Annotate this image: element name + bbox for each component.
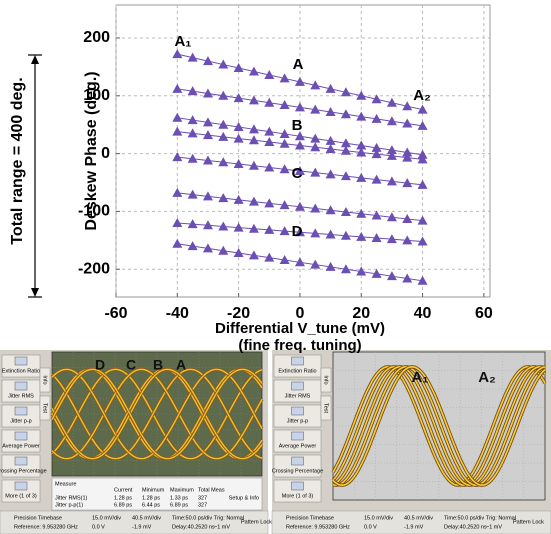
measure-cell: 6.89 ps: [170, 502, 188, 508]
status-text: Precision Timebase: [286, 515, 334, 521]
button-icon: [292, 382, 304, 390]
tab-label: Info: [42, 375, 48, 384]
annotation: A₁: [174, 33, 191, 50]
plot-frame: [116, 5, 490, 297]
measure-cell: Jitter p-p(1): [55, 502, 83, 508]
sidebar-label: More (1 of 3): [5, 493, 37, 499]
button-icon: [15, 357, 27, 365]
x-tick-label: -40: [166, 305, 189, 322]
annotation: C: [292, 165, 303, 182]
sidebar-label: Jitter RMS: [285, 393, 311, 399]
status-bar: [0, 511, 268, 534]
button-icon: [292, 407, 304, 415]
status-text: -1.9 mV: [132, 524, 152, 530]
status-text: Delay:40.2520 ns: [444, 524, 487, 530]
status-text: 40.5 mV/div: [132, 515, 161, 521]
status-text: Time:50.0 ps/div: [172, 515, 212, 521]
tab-label: Info: [323, 375, 329, 384]
button-icon: [292, 357, 304, 365]
annotation: A: [293, 56, 304, 73]
sidebar-label: Jitter p-p: [10, 418, 31, 424]
measure-column: Current: [114, 487, 133, 493]
sidebar-label: Average Power: [279, 443, 317, 449]
tab-label: Test: [42, 403, 48, 414]
button-icon: [15, 382, 27, 390]
button-icon: [15, 407, 27, 415]
status-text: 15.0 mV/div: [364, 515, 393, 521]
button-icon: [292, 457, 304, 465]
trace-label: D: [95, 357, 105, 373]
status-text: Pattern Lock: [241, 519, 272, 525]
measure-cell: 1.28 ps: [142, 495, 160, 501]
status-text: ~1 mV: [486, 524, 502, 530]
sidebar-label: More (1 of 3): [282, 493, 314, 499]
status-text: 0.0 V: [92, 524, 105, 530]
measure-cell: 1.28 ps: [114, 495, 132, 501]
y-tick-label: -200: [78, 260, 110, 277]
figure: Differential V_tune (mV) Deskew Phase (d…: [0, 0, 551, 534]
status-text: Pattern Lock: [513, 519, 544, 525]
annotation: A₂: [413, 87, 431, 104]
setup-button: Setup & Info: [229, 495, 259, 501]
measure-column: Minimum: [142, 487, 165, 493]
status-text: Trig: Normal: [214, 515, 244, 521]
measure-cell: 327: [198, 495, 207, 501]
x-tick-label: 60: [475, 305, 493, 322]
status-text: 0.0 V: [364, 524, 377, 530]
status-text: ~1 mV: [214, 524, 230, 530]
y-tick-label: -100: [78, 203, 110, 220]
x-tick-label: -60: [104, 305, 127, 322]
x-tick-label: -20: [227, 305, 250, 322]
status-bar: [272, 511, 551, 534]
status-text: 40.5 mV/div: [404, 515, 433, 521]
button-icon: [292, 482, 304, 490]
status-text: Reference: 9.953280 GHz: [14, 524, 78, 530]
trace-label: A₁: [411, 369, 428, 386]
annotation: B: [292, 117, 303, 134]
side-label: Total range = 400 deg.: [9, 77, 26, 244]
x-axis-note: (fine freq. tuning): [238, 337, 361, 354]
x-tick-label: 20: [352, 305, 370, 322]
status-text: Precision Timebase: [14, 515, 62, 521]
measure-title: Measure: [55, 481, 76, 487]
sidebar-label: Extinction Ratio: [278, 368, 316, 374]
trace-label: B: [153, 357, 163, 373]
measure-column: Maximum: [170, 487, 194, 493]
status-text: Delay:40.2520 ns: [172, 524, 215, 530]
measure-cell: 327: [198, 502, 207, 508]
status-text: Time:50.0 ps/div: [444, 515, 484, 521]
x-tick-label: 0: [295, 305, 304, 322]
sidebar-label: Extinction Ratio: [2, 368, 40, 374]
sidebar-label: Average Power: [2, 443, 40, 449]
trace-label: C: [126, 357, 136, 373]
annotation: D: [292, 223, 303, 240]
sidebar-label: Jitter p-p: [287, 418, 308, 424]
measure-cell: 1.33 ps: [170, 495, 188, 501]
status-text: 15.0 mV/div: [92, 515, 121, 521]
y-tick-label: 0: [101, 145, 110, 162]
status-text: Trig: Normal: [486, 515, 516, 521]
sidebar-label: Crossing Percentage: [272, 468, 323, 474]
measure-cell: Jitter RMS(1): [55, 495, 88, 501]
status-text: -1.9 mV: [404, 524, 424, 530]
y-tick-label: 100: [83, 87, 110, 104]
measure-cell: 6.44 ps: [142, 502, 160, 508]
button-icon: [292, 432, 304, 440]
trace-label: A₂: [478, 369, 496, 386]
x-axis-label: Differential V_tune (mV): [215, 320, 385, 337]
sidebar-label: Jitter RMS: [8, 393, 34, 399]
x-tick-label: 40: [414, 305, 432, 322]
sidebar-label: Crossing Percentage: [0, 468, 47, 474]
measure-cell: 6.89 ps: [114, 502, 132, 508]
trace-label: A: [176, 357, 186, 373]
button-icon: [15, 482, 27, 490]
scope-screens: Extinction Ratio Jitter RMS Jitter p-p Aver…: [0, 350, 551, 534]
status-text: Reference: 9.953280 GHz: [286, 524, 350, 530]
button-icon: [15, 457, 27, 465]
y-tick-label: 200: [83, 29, 110, 46]
measure-column: Total Meas: [198, 487, 225, 493]
tab-label: Test: [323, 403, 329, 414]
button-icon: [15, 432, 27, 440]
